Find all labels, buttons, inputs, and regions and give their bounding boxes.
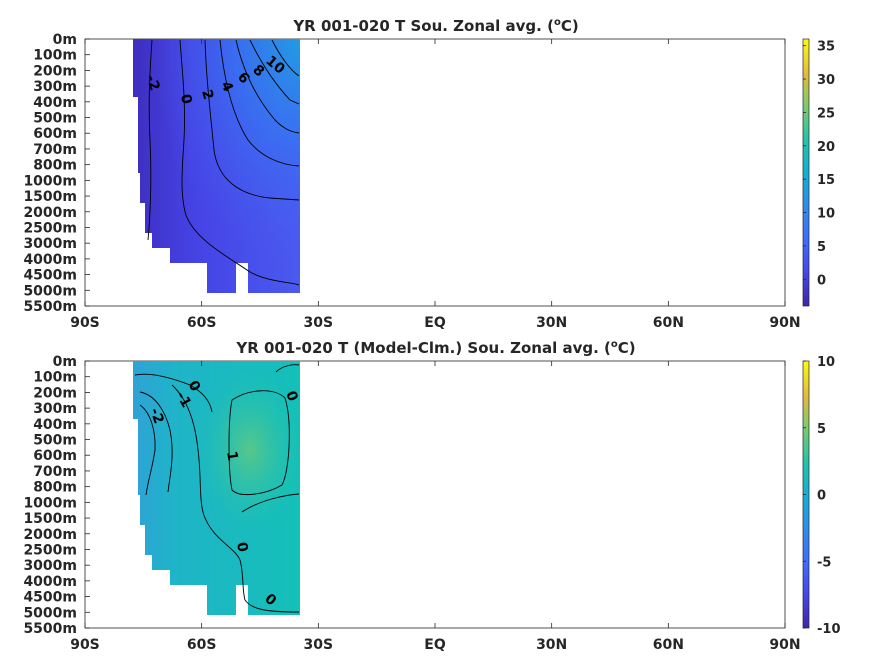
- bottom-panel-title: YR 001-020 T (Model-Clm.) Sou. Zonal avg…: [235, 339, 635, 357]
- bottom-x-axis: 90S 60S 30S EQ 30N 60N 90N: [70, 361, 801, 653]
- y-tick-label: 2500m: [23, 220, 77, 236]
- colorbar-tick-label: 35: [817, 40, 835, 55]
- x-tick-label: 90N: [769, 637, 800, 653]
- contour-label: 0: [233, 541, 250, 554]
- colorbar-tick-label: 15: [817, 173, 835, 188]
- y-tick-label: 500m: [33, 433, 77, 449]
- y-tick-label: 4500m: [23, 590, 77, 606]
- y-tick-label: 700m: [33, 464, 77, 480]
- contour-label: 0: [177, 93, 194, 106]
- top-colorbar: 35 30 25 20 15 10 5 0: [802, 38, 835, 307]
- colorbar-tick-label: 20: [817, 140, 835, 155]
- x-tick-label: 90S: [70, 637, 100, 653]
- y-tick-label: 5500m: [23, 299, 77, 315]
- colorbar-tick-label: 25: [817, 106, 835, 121]
- top-temperature-field: -2 0 2 4 6 8 10: [133, 39, 300, 293]
- y-tick-label: 500m: [33, 111, 77, 127]
- bottom-colorbar: 10 5 0 -5 -10: [802, 355, 841, 637]
- colorbar-tick-label: -5: [817, 555, 831, 570]
- y-tick-label: 5000m: [23, 605, 77, 621]
- y-tick-label: 1500m: [23, 189, 77, 205]
- y-tick-label: 700m: [33, 142, 77, 158]
- colorbar-tick-label: -10: [817, 622, 841, 637]
- contour-label: -2: [146, 406, 166, 426]
- colorbar-tick-label: 0: [817, 489, 826, 504]
- top-y-axis: 0m100m200m300m400m500m600m700m800m1000m1…: [23, 32, 90, 315]
- y-tick-label: 200m: [33, 385, 77, 401]
- x-tick-label: 30S: [304, 637, 334, 653]
- bottom-contour-lines: [134, 364, 300, 613]
- colorbar-tick-label: 5: [817, 422, 826, 437]
- contour-label: -2: [142, 73, 162, 93]
- y-tick-label: 0m: [53, 32, 77, 48]
- bottom-panel: YR 001-020 T (Model-Clm.) Sou. Zonal avg…: [23, 339, 840, 653]
- y-tick-label: 300m: [33, 401, 77, 417]
- y-tick-label: 1000m: [23, 173, 77, 189]
- y-tick-label: 100m: [33, 370, 77, 386]
- x-tick-label: 30S: [304, 315, 334, 331]
- y-tick-label: 100m: [33, 48, 77, 64]
- contour-label: 1: [223, 450, 240, 462]
- y-tick-label: 2000m: [23, 205, 77, 221]
- y-tick-label: 5000m: [23, 283, 77, 299]
- y-tick-label: 3000m: [23, 558, 77, 574]
- x-tick-label: EQ: [424, 637, 446, 653]
- top-colorbar-scale: [802, 38, 810, 307]
- colorbar-tick-label: 10: [817, 355, 835, 370]
- top-x-axis: 90S 60S 30S EQ 30N 60N 90N: [70, 39, 801, 331]
- y-tick-label: 5500m: [23, 621, 77, 637]
- x-tick-label: 60N: [653, 637, 684, 653]
- contour-label: -1: [173, 389, 195, 410]
- bottom-y-axis: 0m100m200m300m400m500m600m700m800m1000m1…: [23, 354, 90, 637]
- x-tick-label: 60S: [187, 315, 217, 331]
- bottom-anomaly-field: 0 -1 -2 0 1 0 0: [133, 361, 301, 615]
- y-tick-label: 1000m: [23, 495, 77, 511]
- y-tick-label: 300m: [33, 79, 77, 95]
- x-tick-label: EQ: [424, 315, 446, 331]
- top-panel: YR 001-020 T Sou. Zonal avg. (oC) -2 0 2: [23, 17, 835, 331]
- y-tick-label: 4000m: [23, 574, 77, 590]
- colorbar-tick-label: 10: [817, 207, 835, 222]
- y-tick-label: 400m: [33, 95, 77, 111]
- y-tick-label: 4500m: [23, 268, 77, 284]
- colorbar-tick-label: 5: [817, 240, 826, 255]
- top-colorbar-ticks: 35 30 25 20 15 10 5 0: [803, 40, 835, 288]
- x-tick-label: 60S: [187, 637, 217, 653]
- contour-label: 2: [198, 88, 216, 102]
- x-tick-label: 30N: [536, 637, 567, 653]
- bottom-contour-labels: 0 -1 -2 0 1 0 0: [146, 378, 300, 609]
- y-tick-label: 800m: [33, 480, 77, 496]
- y-tick-label: 4000m: [23, 252, 77, 268]
- y-tick-label: 800m: [33, 158, 77, 174]
- y-tick-label: 3000m: [23, 236, 77, 252]
- x-tick-label: 90S: [70, 315, 100, 331]
- top-contour-lines: [147, 39, 300, 286]
- top-panel-title: YR 001-020 T Sou. Zonal avg. (oC): [292, 17, 578, 35]
- y-tick-label: 1500m: [23, 511, 77, 527]
- x-tick-label: 60N: [653, 315, 684, 331]
- bottom-colorbar-ticks: 10 5 0 -5 -10: [803, 355, 841, 637]
- x-tick-label: 30N: [536, 315, 567, 331]
- y-tick-label: 600m: [33, 126, 77, 142]
- x-tick-label: 90N: [769, 315, 800, 331]
- y-tick-label: 0m: [53, 354, 77, 370]
- colorbar-tick-label: 0: [817, 273, 826, 288]
- y-tick-label: 400m: [33, 417, 77, 433]
- y-tick-label: 200m: [33, 63, 77, 79]
- y-tick-label: 2000m: [23, 527, 77, 543]
- y-tick-label: 2500m: [23, 542, 77, 558]
- y-tick-label: 600m: [33, 448, 77, 464]
- colorbar-tick-label: 30: [817, 73, 835, 88]
